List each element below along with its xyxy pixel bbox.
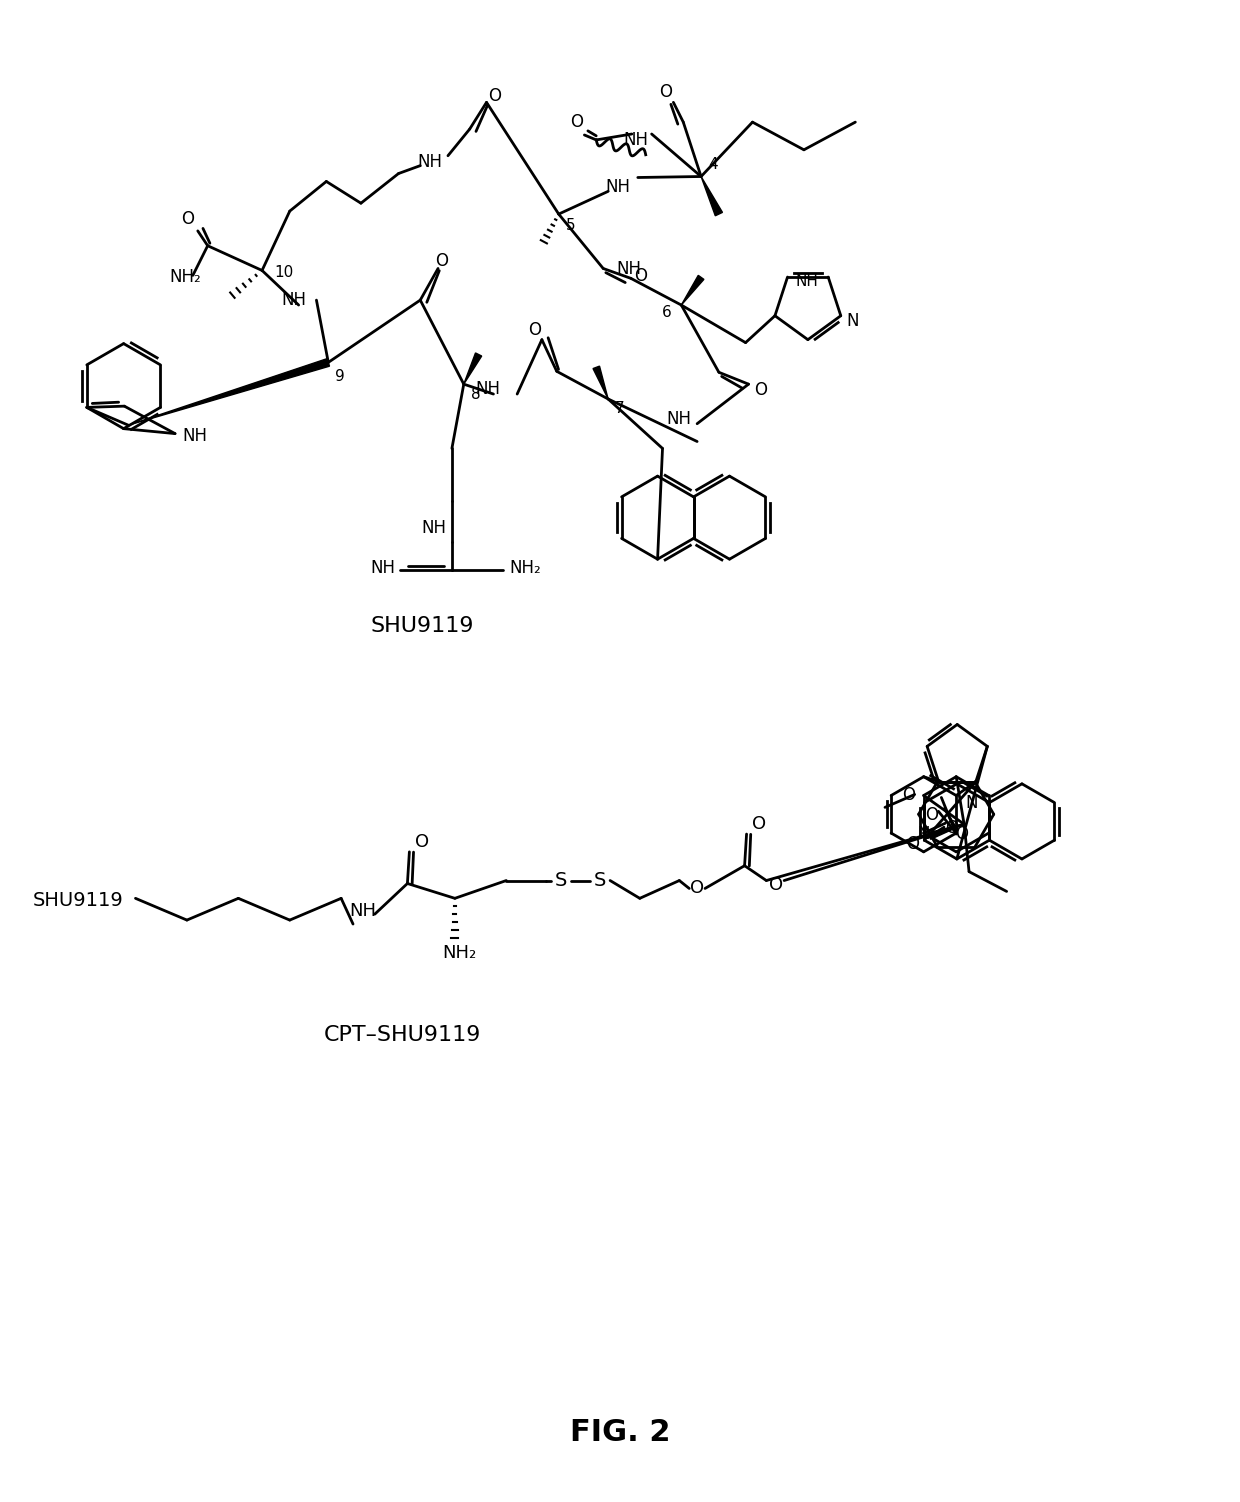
Polygon shape bbox=[929, 825, 965, 840]
Polygon shape bbox=[701, 177, 723, 216]
Text: NH: NH bbox=[281, 291, 306, 309]
Polygon shape bbox=[464, 353, 481, 385]
Text: O: O bbox=[925, 807, 937, 825]
Polygon shape bbox=[128, 359, 330, 425]
Text: O: O bbox=[753, 816, 766, 834]
Text: O: O bbox=[754, 382, 766, 400]
Text: NH: NH bbox=[418, 153, 443, 171]
Text: O: O bbox=[769, 877, 784, 895]
Text: NH: NH bbox=[475, 380, 500, 398]
Text: S: S bbox=[554, 871, 567, 891]
Text: O: O bbox=[906, 835, 919, 853]
Text: O: O bbox=[691, 880, 704, 897]
Polygon shape bbox=[593, 366, 608, 400]
Text: O: O bbox=[415, 834, 429, 852]
Text: O: O bbox=[658, 84, 672, 102]
Text: 4: 4 bbox=[708, 158, 718, 173]
Text: O: O bbox=[487, 87, 501, 105]
Text: 10: 10 bbox=[274, 264, 294, 279]
Text: O: O bbox=[945, 819, 957, 837]
Text: O: O bbox=[901, 786, 915, 804]
Text: NH: NH bbox=[422, 518, 446, 536]
Text: 7: 7 bbox=[615, 401, 625, 416]
Text: O: O bbox=[635, 267, 647, 285]
Text: NH: NH bbox=[182, 427, 207, 445]
Text: NH: NH bbox=[624, 131, 649, 149]
Text: 6: 6 bbox=[662, 305, 671, 320]
Text: NH: NH bbox=[371, 559, 396, 577]
Text: N: N bbox=[966, 793, 978, 811]
Text: SHU9119: SHU9119 bbox=[32, 891, 124, 910]
Text: N: N bbox=[847, 312, 859, 330]
Text: CPT–SHU9119: CPT–SHU9119 bbox=[324, 1024, 481, 1045]
Text: NH: NH bbox=[667, 410, 692, 428]
Text: SHU9119: SHU9119 bbox=[371, 616, 474, 637]
Text: S: S bbox=[594, 871, 606, 891]
Text: O: O bbox=[570, 113, 583, 131]
Text: NH: NH bbox=[616, 260, 641, 278]
Text: 9: 9 bbox=[335, 369, 345, 383]
Text: 8: 8 bbox=[471, 386, 480, 401]
Text: O: O bbox=[528, 321, 542, 339]
Text: NH₂: NH₂ bbox=[443, 943, 477, 961]
Text: NH: NH bbox=[605, 179, 630, 197]
Text: O: O bbox=[181, 210, 195, 228]
Text: O: O bbox=[955, 825, 967, 843]
Text: NH: NH bbox=[796, 275, 818, 290]
Text: O: O bbox=[435, 251, 449, 269]
Text: 5: 5 bbox=[565, 218, 575, 233]
Text: NH: NH bbox=[350, 903, 377, 921]
Text: FIG. 2: FIG. 2 bbox=[569, 1418, 671, 1446]
Polygon shape bbox=[681, 275, 704, 305]
Text: N: N bbox=[918, 825, 930, 843]
Text: NH₂: NH₂ bbox=[510, 559, 541, 577]
Text: NH₂: NH₂ bbox=[169, 269, 201, 287]
